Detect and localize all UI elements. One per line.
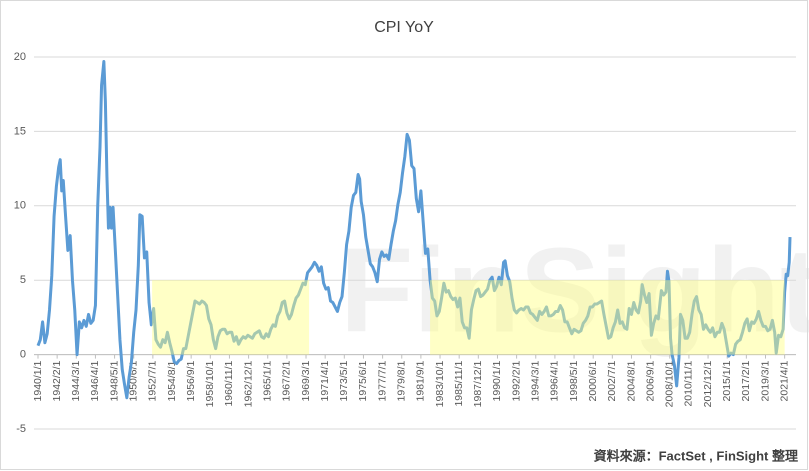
- x-tick-label: 1985/11/1: [453, 360, 465, 406]
- x-tick-label: 1948/5/1: [108, 360, 120, 401]
- x-tick-label: 1971/4/1: [319, 360, 331, 401]
- x-tick-label: 1952/7/1: [147, 360, 159, 401]
- x-tick-label: 2010/11/1: [683, 360, 695, 406]
- x-tick-label: 1965/1/1: [262, 360, 274, 401]
- x-tick-label: 1992/2/1: [510, 360, 522, 401]
- x-tick-label: 1960/11/1: [223, 360, 235, 406]
- x-tick-label: 2012/12/1: [702, 360, 714, 407]
- x-tick-label: 2000/6/1: [587, 360, 599, 401]
- x-tick-label: 2015/1/1: [721, 360, 733, 401]
- x-tick-label: 1969/3/1: [300, 360, 312, 401]
- x-tick-label: 1977/7/1: [376, 360, 388, 401]
- x-tick-label: 2004/8/1: [625, 360, 637, 401]
- x-tick-label: 2006/9/1: [644, 360, 656, 401]
- highlight-band: [430, 280, 785, 355]
- x-tick-label: 1996/4/1: [549, 360, 561, 401]
- x-tick-label: 1942/2/1: [51, 360, 63, 401]
- x-tick-label: 1990/1/1: [491, 360, 503, 401]
- x-tick-label: 2017/2/1: [740, 360, 752, 401]
- y-tick-label: 5: [20, 274, 26, 286]
- x-tick-label: 1967/2/1: [281, 360, 293, 401]
- chart-title: CPI YoY: [374, 19, 434, 36]
- x-tick-label: 1956/9/1: [185, 360, 197, 401]
- y-tick-label: 0: [20, 349, 26, 361]
- cpi-line: [36, 59, 792, 400]
- x-tick-label: 1979/8/1: [396, 360, 408, 401]
- x-tick-label: 1973/5/1: [338, 360, 350, 401]
- x-tick-label: 1994/3/1: [530, 360, 542, 401]
- x-tick-label: 2019/3/1: [759, 360, 771, 401]
- x-tick-label: 1954/8/1: [166, 360, 178, 401]
- x-tick-label: 1975/6/1: [357, 360, 369, 401]
- x-tick-label: 2021/4/1: [778, 360, 790, 401]
- x-tick-label: 1998/5/1: [568, 360, 580, 401]
- x-tick-label: 1983/10/1: [434, 360, 446, 407]
- y-tick-label: 10: [14, 200, 26, 212]
- x-tick-label: 1958/10/1: [204, 360, 216, 407]
- y-tick-label: 20: [14, 51, 26, 63]
- y-tick-label: 15: [14, 125, 26, 137]
- x-tick-label: 1962/12/1: [242, 360, 254, 407]
- y-tick-label: -5: [16, 423, 26, 435]
- x-tick-label: 1981/9/1: [415, 360, 427, 401]
- source-note: 資料來源：FactSet , FinSight 整理: [594, 448, 798, 463]
- x-tick-label: 1940/1/1: [32, 360, 44, 401]
- highlight-band: [152, 280, 310, 355]
- x-tick-label: 1944/3/1: [70, 360, 82, 401]
- x-tick-label: 2002/7/1: [606, 360, 618, 401]
- x-tick-label: 2008/10/1: [664, 360, 676, 407]
- watermark: FinSight: [340, 224, 809, 358]
- x-tick-label: 1987/12/1: [472, 360, 484, 407]
- x-tick-label: 1946/4/1: [89, 360, 101, 401]
